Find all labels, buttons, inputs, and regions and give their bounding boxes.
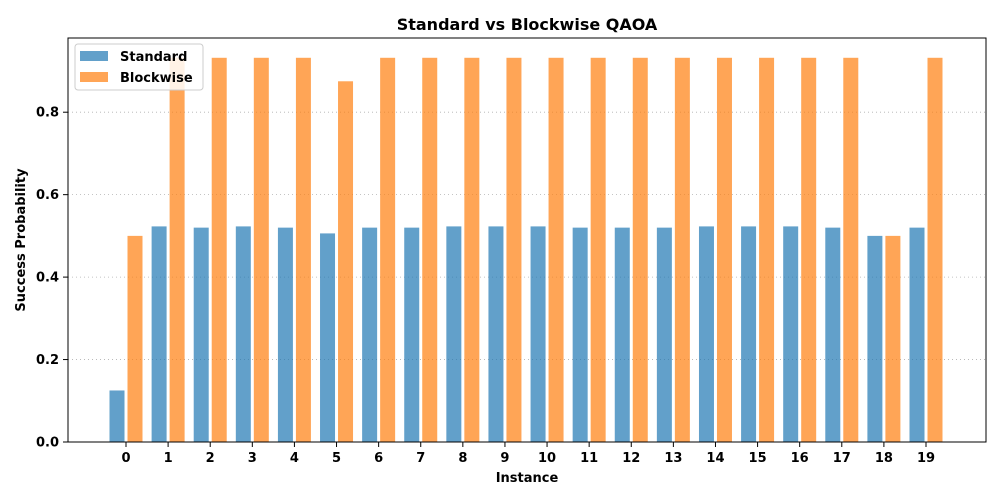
bar-blockwise bbox=[674, 57, 690, 443]
bar-standard bbox=[783, 226, 799, 442]
bar-blockwise bbox=[211, 57, 227, 443]
chart-title: Standard vs Blockwise QAOA bbox=[397, 15, 658, 34]
bar-standard bbox=[277, 227, 293, 442]
bar-standard bbox=[109, 390, 125, 442]
x-tick-label: 19 bbox=[917, 451, 935, 466]
y-tick-label: 0.8 bbox=[36, 106, 59, 121]
x-tick-label: 16 bbox=[791, 451, 809, 466]
bar-standard bbox=[867, 235, 883, 442]
bar-blockwise bbox=[632, 57, 648, 443]
x-tick-label: 6 bbox=[374, 451, 383, 466]
x-axis-label: Instance bbox=[496, 471, 559, 486]
x-tick-label: 9 bbox=[500, 451, 509, 466]
x-tick-label: 15 bbox=[749, 451, 767, 466]
legend-swatch bbox=[80, 72, 108, 82]
bar-standard bbox=[825, 227, 841, 442]
bar-blockwise bbox=[338, 81, 354, 443]
bar-blockwise bbox=[464, 57, 480, 443]
x-tick-label: 14 bbox=[706, 451, 724, 466]
bar-standard bbox=[362, 227, 378, 442]
bar-blockwise bbox=[927, 57, 943, 443]
bar-standard bbox=[909, 227, 925, 442]
x-tick-label: 3 bbox=[248, 451, 257, 466]
bar-blockwise bbox=[590, 57, 606, 443]
bar-blockwise bbox=[716, 57, 732, 443]
x-tick-label: 17 bbox=[833, 451, 851, 466]
bar-standard bbox=[741, 226, 757, 442]
bar-standard bbox=[488, 226, 504, 442]
bars bbox=[109, 57, 943, 443]
y-tick-label: 0.0 bbox=[36, 436, 59, 451]
x-tick-label: 8 bbox=[458, 451, 467, 466]
bar-blockwise bbox=[380, 57, 396, 443]
x-tick-label: 7 bbox=[416, 451, 425, 466]
x-tick-label: 1 bbox=[164, 451, 173, 466]
y-axis: 0.0 0.2 0.4 0.6 0.8 bbox=[36, 106, 68, 451]
bar-standard bbox=[698, 226, 714, 442]
y-axis-label: Success Probability bbox=[14, 168, 29, 312]
bar-blockwise bbox=[759, 57, 775, 443]
x-tick-label: 4 bbox=[290, 451, 299, 466]
legend-label: Blockwise bbox=[120, 71, 193, 86]
x-axis: 0 1 2 3 4 5 6 7 8 9 10 11 12 13 14 15 16 17 18 19 bbox=[121, 442, 935, 466]
bar-standard bbox=[530, 226, 546, 442]
x-tick-label: 10 bbox=[538, 451, 556, 466]
x-tick-label: 11 bbox=[580, 451, 598, 466]
bar-standard bbox=[235, 226, 251, 442]
y-tick-label: 0.6 bbox=[36, 188, 59, 203]
x-tick-label: 18 bbox=[875, 451, 893, 466]
legend-label: Standard bbox=[120, 50, 187, 65]
bar-standard bbox=[404, 227, 420, 442]
bar-blockwise bbox=[801, 57, 817, 443]
x-tick-label: 12 bbox=[622, 451, 640, 466]
x-tick-label: 2 bbox=[206, 451, 215, 466]
bar-standard bbox=[614, 227, 630, 442]
bar-blockwise bbox=[169, 57, 185, 443]
legend: Standard Blockwise bbox=[74, 43, 204, 91]
bar-blockwise bbox=[295, 57, 311, 443]
bar-blockwise bbox=[885, 235, 901, 442]
bar-standard bbox=[656, 227, 672, 442]
bar-blockwise bbox=[127, 235, 143, 442]
bar-standard bbox=[446, 226, 462, 442]
bar-blockwise bbox=[843, 57, 859, 443]
x-tick-label: 0 bbox=[121, 451, 130, 466]
bar-standard bbox=[193, 227, 209, 442]
legend-swatch bbox=[80, 51, 108, 61]
plot-frame bbox=[67, 37, 987, 443]
x-tick-label: 5 bbox=[332, 451, 341, 466]
y-tick-label: 0.2 bbox=[36, 353, 59, 368]
y-tick-label: 0.4 bbox=[36, 271, 59, 286]
bar-standard bbox=[320, 233, 336, 442]
bar-standard bbox=[572, 227, 588, 442]
bar-blockwise bbox=[253, 57, 269, 443]
x-tick-label: 13 bbox=[664, 451, 682, 466]
bar-blockwise bbox=[422, 57, 438, 443]
bar-standard bbox=[151, 226, 167, 442]
bar-blockwise bbox=[506, 57, 522, 443]
bar-blockwise bbox=[548, 57, 564, 443]
